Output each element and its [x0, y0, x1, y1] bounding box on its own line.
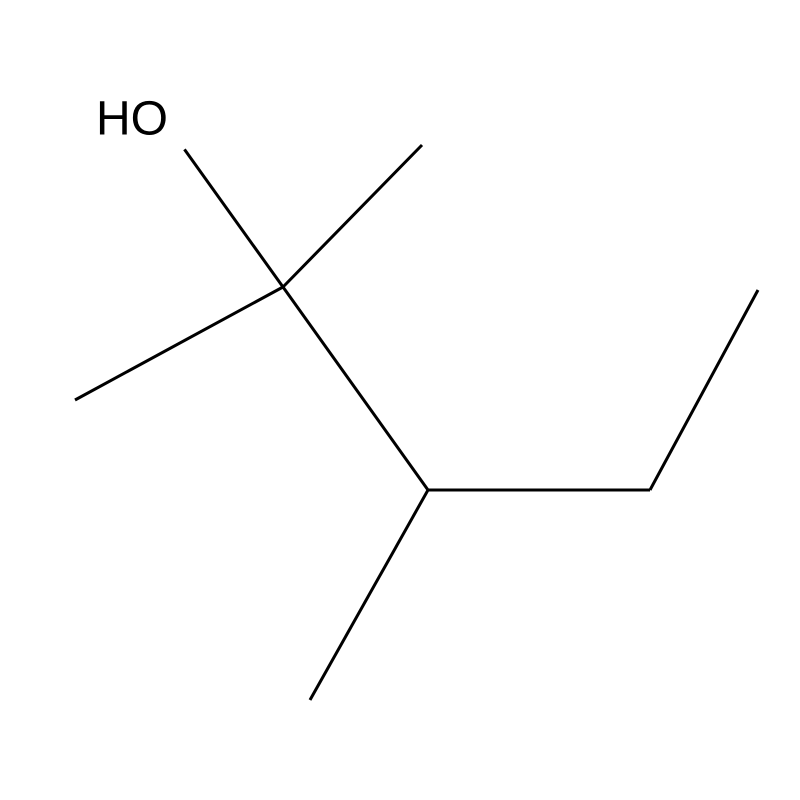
bond — [650, 290, 758, 490]
bond — [310, 490, 428, 700]
bonds-layer — [75, 145, 758, 700]
bond — [283, 287, 428, 490]
bond — [75, 287, 283, 400]
bond — [283, 145, 422, 287]
bond — [184, 149, 283, 287]
atom-label: HO — [96, 93, 168, 146]
labels-layer: HO — [96, 93, 168, 146]
molecule-diagram: HO — [0, 0, 800, 800]
